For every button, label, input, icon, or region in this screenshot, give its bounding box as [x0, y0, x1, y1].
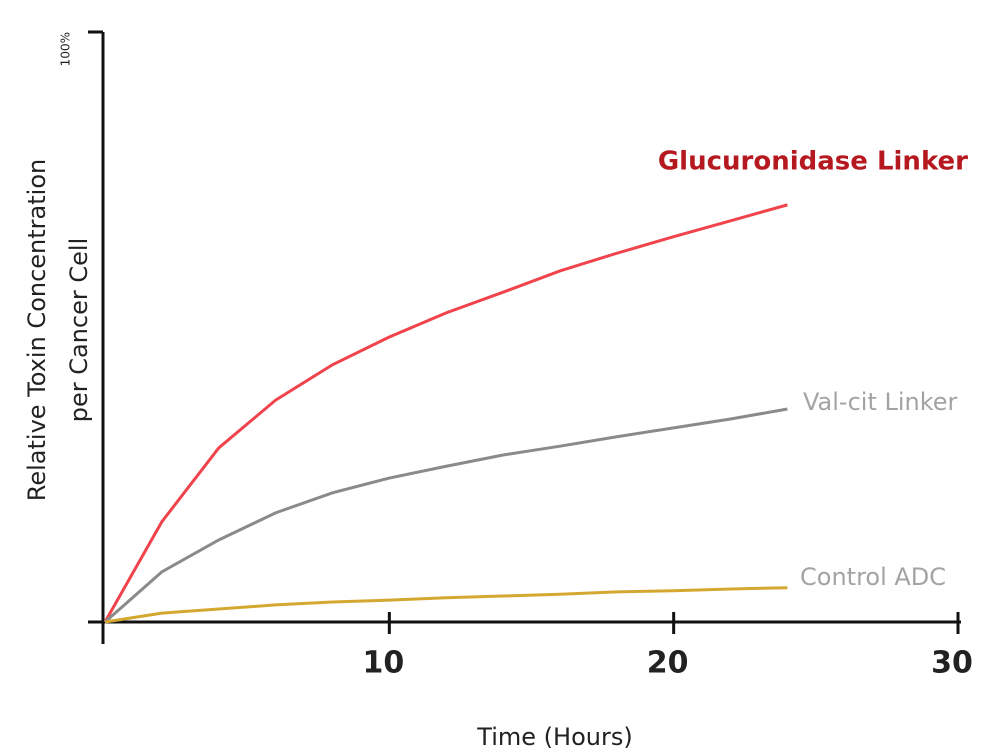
x-tick-label: 10 — [362, 646, 404, 681]
line-series — [104, 586, 788, 624]
y-axis-label: per Cancer Cell — [65, 238, 93, 423]
x-tick-label: 30 — [931, 646, 973, 681]
line-series — [104, 407, 788, 624]
series-label: Control ADC — [800, 563, 946, 591]
y-tick-label: 100% — [59, 32, 73, 66]
y-axis-label: Relative Toxin Concentration — [23, 159, 51, 501]
x-axis-label: Time (Hours) — [476, 723, 632, 751]
series-label: Val-cit Linker — [803, 388, 958, 416]
x-tick-label: 20 — [647, 646, 689, 681]
series-label: Glucuronidase Linker — [658, 147, 968, 177]
line-series — [103, 203, 788, 623]
